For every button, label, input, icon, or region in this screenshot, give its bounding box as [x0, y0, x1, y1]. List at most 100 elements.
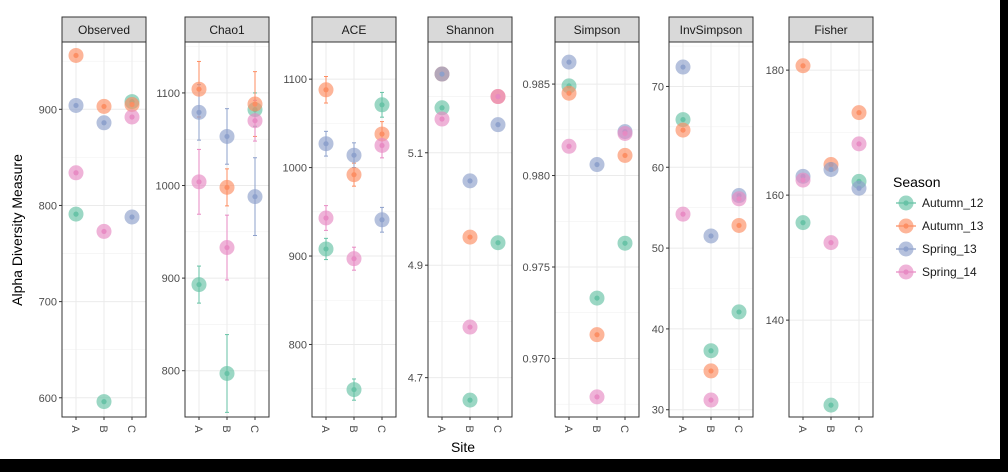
data-point-center [73, 211, 79, 217]
y-tick-label: 40 [652, 324, 664, 336]
data-point-center [129, 114, 135, 120]
data-point-center [323, 87, 329, 93]
y-tick-label: 0.970 [522, 353, 550, 365]
data-point-center [594, 394, 600, 400]
data-point-center [252, 118, 258, 124]
data-point-center [351, 172, 357, 178]
facet-strip [61, 16, 147, 43]
data-point-center [73, 170, 79, 176]
data-point-center [323, 246, 329, 252]
y-tick-label: 900 [289, 251, 307, 263]
data-point-center [101, 399, 107, 405]
legend-label: Autumn_12 [922, 196, 984, 210]
data-point-center [224, 370, 230, 377]
y-tick-label: 900 [39, 104, 57, 116]
data-point-center [467, 234, 473, 240]
data-point-center [129, 101, 135, 108]
data-point-center [129, 214, 135, 220]
legend-title: Season [893, 174, 940, 190]
y-tick-label: 600 [39, 393, 57, 405]
x-tick-label: C [248, 425, 260, 433]
data-point-center [622, 130, 628, 137]
data-point-center [680, 127, 686, 133]
x-tick-label: A [796, 425, 808, 433]
legend: Season Autumn_12 Autumn_13 Spring_13 Spring… [893, 174, 984, 280]
data-point-center [252, 101, 258, 107]
data-point-center [828, 166, 834, 173]
data-point-center [856, 185, 862, 191]
x-tick-label: C [852, 425, 864, 433]
data-point-center [224, 133, 230, 140]
data-point-center [351, 386, 357, 393]
data-point-center [73, 52, 79, 59]
data-point-center [708, 348, 714, 354]
data-point-center [379, 102, 385, 108]
data-point-center [323, 215, 329, 221]
x-tick-label: C [125, 425, 137, 433]
x-tick-label: C [618, 425, 630, 433]
y-tick-label: 800 [39, 200, 57, 212]
facet-title: Simpson [574, 23, 621, 37]
facet-title: ACE [342, 23, 367, 37]
facet-strip [427, 16, 513, 43]
x-tick-label: A [676, 425, 688, 433]
data-point-center [101, 120, 107, 126]
facet-title: InvSimpson [680, 23, 743, 37]
y-tick-label: 70 [652, 81, 664, 93]
facet-strip [311, 16, 397, 43]
y-tick-label: 180 [766, 65, 784, 77]
data-point-center [351, 256, 357, 262]
data-point-center [680, 211, 686, 217]
y-tick-label: 700 [39, 297, 57, 309]
data-point-center [708, 233, 714, 239]
data-point-center [351, 152, 357, 158]
y-tick-label: 60 [652, 162, 664, 174]
y-tick-label: 1000 [283, 163, 307, 175]
x-tick-label: B [97, 425, 109, 432]
y-tick-label: 5.1 [408, 148, 423, 160]
x-axis-label: Site [451, 439, 475, 455]
data-point-center [736, 196, 742, 202]
data-point-center [467, 397, 473, 403]
facet-title: Chao1 [209, 23, 245, 37]
data-point-center [828, 240, 834, 246]
data-point-center [495, 122, 501, 128]
y-tick-label: 4.9 [408, 260, 423, 272]
data-point-center [101, 228, 107, 235]
y-tick-label: 0.985 [522, 79, 550, 91]
data-point-center [800, 177, 806, 183]
legend-key-point-center [903, 246, 909, 252]
y-tick-label: 0.975 [522, 262, 550, 274]
data-point-center [708, 368, 714, 374]
data-point-center [439, 116, 445, 122]
legend-item-spring_14: Spring_14 [896, 264, 977, 280]
y-tick-label: 800 [289, 339, 307, 351]
data-point-center [495, 93, 501, 100]
x-tick-label: B [463, 425, 475, 432]
y-tick-label: 1000 [156, 181, 180, 193]
panel-border [554, 41, 640, 418]
y-tick-label: 1100 [283, 74, 307, 86]
data-point-center [594, 295, 600, 301]
data-point-center [800, 220, 806, 226]
y-tick-label: 800 [162, 366, 180, 378]
data-point-center [467, 324, 473, 330]
legend-key-point-center [903, 223, 909, 229]
x-tick-label: A [192, 425, 204, 433]
y-tick-label: 140 [766, 315, 784, 327]
data-point-center [73, 102, 79, 109]
facet-title: Fisher [814, 23, 847, 37]
data-point-center [196, 281, 202, 288]
y-tick-label: 900 [162, 273, 180, 285]
data-point-center [495, 240, 501, 246]
data-point-center [736, 222, 742, 229]
facet-shannon: Shannon 4.7 4.9 5.1 A B C [408, 16, 513, 433]
legend-label: Spring_14 [922, 265, 977, 279]
data-point-center [594, 332, 600, 338]
x-tick-label: A [69, 425, 81, 433]
facet-title: Observed [78, 23, 130, 37]
y-tick-label: 160 [766, 190, 784, 202]
data-point-center [594, 161, 600, 168]
facet-strip [668, 16, 754, 43]
legend-item-autumn_12: Autumn_12 [896, 195, 984, 211]
